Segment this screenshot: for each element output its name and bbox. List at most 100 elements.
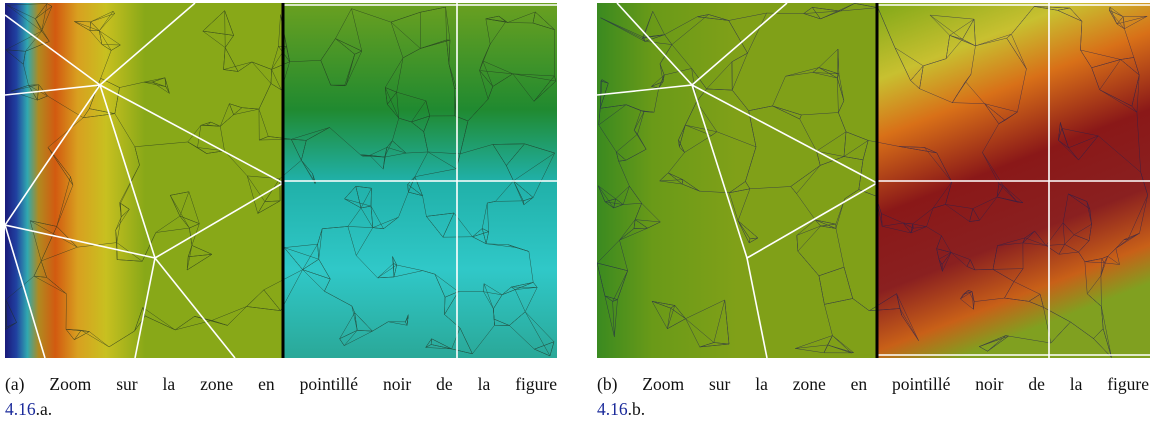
mesh-edge (651, 301, 668, 329)
mesh-edge (670, 307, 686, 319)
mesh-edge (1120, 57, 1134, 60)
mesh-edge (706, 61, 733, 90)
mesh-edge (229, 103, 234, 115)
mesh-edge (369, 155, 384, 170)
mesh-edge (728, 20, 748, 54)
mesh-edge (120, 164, 140, 204)
mesh-edge (996, 183, 1000, 198)
mesh-edge (270, 83, 282, 91)
mesh-edge (965, 81, 985, 104)
mesh-edge (945, 204, 970, 222)
mesh-edge (1139, 195, 1148, 234)
mesh-edge (597, 262, 628, 271)
mesh-edge (641, 203, 661, 223)
mesh-edge (979, 346, 988, 352)
mesh-edge (100, 50, 112, 79)
mesh-edge (514, 289, 526, 312)
mesh-edge (790, 186, 797, 194)
mesh-edge (1022, 237, 1026, 243)
mesh-edge (302, 269, 325, 292)
mesh-edge (202, 30, 234, 36)
mesh-edge (384, 147, 388, 158)
mesh-edge (952, 102, 985, 104)
figure-ref[interactable]: 4.16 (597, 399, 628, 419)
mesh-edge (525, 311, 551, 357)
mesh-edge (1058, 244, 1065, 255)
mesh-edge (772, 105, 800, 120)
mesh-edge (942, 252, 952, 272)
mesh-edge (678, 139, 685, 153)
mesh-edge (604, 295, 618, 300)
mesh-edge (903, 222, 914, 229)
mesh-edge (598, 108, 601, 125)
mesh-edge (748, 110, 757, 147)
mesh-edge (748, 105, 773, 111)
mesh-edge (737, 220, 751, 239)
mesh-edge (197, 125, 202, 148)
caption-suffix: .a. (35, 399, 53, 419)
mesh-edge (278, 14, 281, 47)
mesh-edge (482, 44, 491, 61)
mesh-edge (324, 291, 352, 307)
mesh-edge (737, 220, 759, 239)
mesh-edge (1091, 67, 1100, 90)
mesh-edge (396, 92, 400, 119)
mesh-edge (264, 200, 281, 202)
mesh-edge (1039, 294, 1044, 308)
mesh-edge (335, 38, 355, 55)
mesh-edge (101, 44, 112, 51)
mesh-edge (1100, 256, 1108, 276)
mesh-edge (634, 130, 638, 135)
mesh-edge (797, 251, 820, 276)
mesh-edge (1058, 128, 1063, 141)
mesh-edge (1003, 185, 1024, 203)
mesh-edge (662, 74, 665, 82)
mesh-edge (386, 140, 393, 148)
mesh-edge (200, 121, 211, 126)
mesh-edge (258, 109, 269, 137)
mesh-edge (489, 21, 506, 45)
mesh-edge (5, 299, 17, 323)
mesh-edge (74, 21, 100, 31)
figure-ref[interactable]: 4.16 (5, 399, 36, 419)
mesh-edge (818, 67, 838, 79)
mesh-edge (392, 118, 400, 141)
mesh-edge (28, 84, 39, 86)
mesh-edge (803, 7, 813, 14)
mesh-edge (629, 186, 642, 204)
mesh-edge (619, 240, 628, 271)
mesh-edge (681, 179, 684, 185)
mesh-edge (164, 77, 170, 94)
mesh-edge (868, 140, 900, 147)
mesh-edge (90, 21, 100, 31)
mesh-edge (56, 185, 74, 227)
mesh-edge (393, 270, 423, 278)
mesh-edge (25, 30, 42, 52)
mesh-edge (487, 201, 496, 204)
mesh-edge (1068, 147, 1079, 161)
mesh-edge (651, 81, 664, 87)
mesh-edge (970, 259, 976, 270)
mesh-edge (678, 139, 680, 147)
mesh-edge (485, 18, 491, 45)
mesh-edge (472, 236, 487, 244)
mesh-edge (396, 264, 423, 271)
mesh-edge (483, 291, 494, 309)
mesh-edge (1136, 112, 1141, 173)
mesh-edge (398, 192, 409, 218)
mesh-edge (936, 152, 952, 182)
mesh-edge (820, 10, 841, 20)
mesh-edge (116, 216, 122, 243)
mesh-edge (972, 208, 980, 221)
mesh-edge (210, 121, 221, 127)
mesh-edge (659, 180, 683, 185)
mesh-edge (854, 3, 878, 8)
mesh-edge (35, 3, 48, 19)
mesh-edge (271, 61, 290, 70)
mesh-edge (339, 338, 345, 346)
mesh-edge (347, 226, 373, 228)
mesh-edge (1098, 135, 1141, 173)
mesh-edge (370, 206, 374, 228)
mesh-edge (748, 238, 751, 243)
mesh-edge (451, 327, 461, 349)
